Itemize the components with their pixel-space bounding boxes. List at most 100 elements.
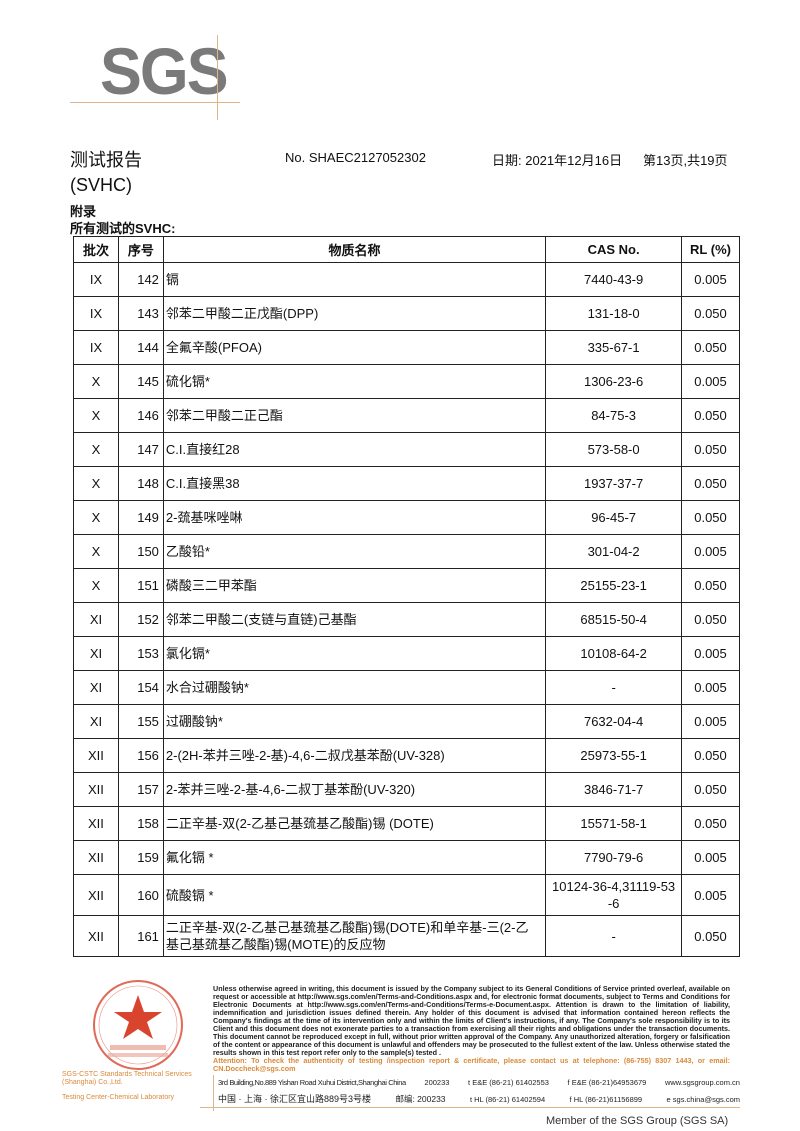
table-row: XII 160 硫酸镉 * 10124-36-4,31119-53-6 0.005 bbox=[73, 874, 740, 916]
table-row: X 145 硫化镉* 1306-23-6 0.005 bbox=[73, 364, 740, 399]
cell-rl: 0.050 bbox=[681, 772, 740, 807]
cell-substance: 2-巯基咪唑啉 bbox=[162, 500, 547, 535]
cell-substance: 水合过硼酸钠* bbox=[162, 670, 547, 705]
table-row: XI 154 水合过硼酸钠* -0.005 bbox=[73, 670, 740, 705]
cell-cas: 25155-23-1 bbox=[545, 568, 683, 603]
cell-rl: 0.050 bbox=[681, 296, 740, 331]
col-rl: RL (%) bbox=[681, 236, 740, 263]
table-row: X 147 C.I.直接红28 573-58-0 0.050 bbox=[73, 432, 740, 467]
footer-disclaimer: Unless otherwise agreed in writing, this… bbox=[213, 985, 730, 1073]
report-date: 日期: 2021年12月16日 bbox=[492, 153, 623, 168]
cell-rl: 0.005 bbox=[681, 840, 740, 875]
cell-substance: 硫酸镉 * bbox=[162, 874, 547, 916]
cell-number: 147 bbox=[117, 432, 164, 467]
table-row: IX 143 邻苯二甲酸二正戊酯(DPP) 131-18-0 0.050 bbox=[73, 296, 740, 331]
company-seal bbox=[93, 980, 183, 1070]
table-row: X 148 C.I.直接黑38 1937-37-7 0.050 bbox=[73, 466, 740, 501]
cell-substance: 磷酸三二甲苯酯 bbox=[162, 568, 547, 603]
cell-rl: 0.050 bbox=[681, 806, 740, 841]
cell-substance: 全氟辛酸(PFOA) bbox=[162, 330, 547, 365]
cell-batch: X bbox=[73, 568, 119, 603]
cell-number: 151 bbox=[117, 568, 164, 603]
col-number: 序号 bbox=[117, 236, 164, 263]
cell-batch: XI bbox=[73, 704, 119, 739]
cell-batch: XII bbox=[73, 738, 119, 773]
cell-substance: 镉 bbox=[162, 262, 547, 297]
table-row: XII 158 二正辛基-双(2-乙基己基巯基乙酸酯)锡 (DOTE) 15571-5… bbox=[73, 806, 740, 841]
report-subtitle: (SVHC) bbox=[70, 175, 132, 195]
cell-batch: XII bbox=[73, 772, 119, 807]
cell-batch: IX bbox=[73, 330, 119, 365]
cell-rl: 0.050 bbox=[681, 398, 740, 433]
cell-cas: 1306-23-6 bbox=[545, 364, 683, 399]
cell-batch: X bbox=[73, 364, 119, 399]
cell-batch: XI bbox=[73, 602, 119, 637]
cell-batch: XII bbox=[73, 915, 119, 957]
table-header-row: 批次 序号 物质名称 CAS No. RL (%) bbox=[73, 236, 740, 263]
cell-cas: 96-45-7 bbox=[545, 500, 683, 535]
cell-cas: 301-04-2 bbox=[545, 534, 683, 569]
table-row: IX 142 镉 7440-43-9 0.005 bbox=[73, 262, 740, 297]
stamp-center-name: Testing Center-Chemical Laboratory bbox=[62, 1094, 175, 1101]
website[interactable]: www.sgsgroup.com.cn bbox=[664, 1078, 740, 1087]
cell-batch: X bbox=[73, 534, 119, 569]
col-batch: 批次 bbox=[73, 236, 119, 263]
cell-number: 156 bbox=[117, 738, 164, 773]
address-en: 3rd Building,No.889 Yishan Road Xuhui Di… bbox=[218, 1078, 406, 1087]
cell-number: 143 bbox=[117, 296, 164, 331]
cell-cas: 131-18-0 bbox=[545, 296, 683, 331]
col-substance: 物质名称 bbox=[162, 236, 547, 263]
cell-cas: 7632-04-4 bbox=[545, 704, 683, 739]
report-title: 测试报告 bbox=[70, 150, 142, 170]
cell-cas: 25973-55-1 bbox=[545, 738, 683, 773]
footer-rule bbox=[200, 1107, 740, 1108]
tel-ee: t E&E (86-21) 61402553 bbox=[468, 1078, 549, 1087]
table-row: XI 155 过硼酸钠* 7632-04-4 0.005 bbox=[73, 704, 740, 739]
cell-batch: XII bbox=[73, 806, 119, 841]
cell-rl: 0.005 bbox=[681, 364, 740, 399]
cell-rl: 0.050 bbox=[681, 432, 740, 467]
table-row: XI 153 氯化镉* 10108-64-2 0.005 bbox=[73, 636, 740, 671]
fax-ee: f E&E (86-21)64953679 bbox=[567, 1078, 647, 1087]
cell-rl: 0.050 bbox=[681, 330, 740, 365]
cell-batch: X bbox=[73, 398, 119, 433]
cell-number: 157 bbox=[117, 772, 164, 807]
cell-number: 144 bbox=[117, 330, 164, 365]
cell-cas: 68515-50-4 bbox=[545, 602, 683, 637]
page-number: 第13页,共19页 bbox=[643, 153, 728, 168]
table-row: XII 157 2-苯并三唑-2-基-4,6-二叔丁基苯酚(UV-320) 3846-… bbox=[73, 772, 740, 807]
postcode-en: 200233 bbox=[424, 1078, 450, 1087]
table-row: X 150 乙酸铅* 301-04-2 0.005 bbox=[73, 534, 740, 569]
cell-number: 160 bbox=[117, 874, 164, 916]
cell-substance: 邻苯二甲酸二正戊酯(DPP) bbox=[162, 296, 547, 331]
cell-number: 161 bbox=[117, 915, 164, 957]
cell-substance: 氯化镉* bbox=[162, 636, 547, 671]
cell-batch: X bbox=[73, 432, 119, 467]
table-row: X 146 邻苯二甲酸二正己酯 84-75-3 0.050 bbox=[73, 398, 740, 433]
cell-cas: 10108-64-2 bbox=[545, 636, 683, 671]
cell-cas: 1937-37-7 bbox=[545, 466, 683, 501]
cell-cas: 573-58-0 bbox=[545, 432, 683, 467]
cell-substance: 邻苯二甲酸二(支链与直链)己基酯 bbox=[162, 602, 547, 637]
svhc-table: 批次 序号 物质名称 CAS No. RL (%) IX 142 镉 7440-43-… bbox=[73, 236, 740, 957]
address-cn: 中国 · 上海 · 徐汇区宜山路889号3号楼 bbox=[218, 1094, 372, 1104]
cell-number: 154 bbox=[117, 670, 164, 705]
cell-cas: 335-67-1 bbox=[545, 330, 683, 365]
cell-rl: 0.005 bbox=[681, 704, 740, 739]
cell-substance: 乙酸铅* bbox=[162, 534, 547, 569]
cell-batch: IX bbox=[73, 262, 119, 297]
cell-number: 152 bbox=[117, 602, 164, 637]
cell-rl: 0.050 bbox=[681, 500, 740, 535]
logo-rule-vertical bbox=[217, 35, 218, 120]
cell-number: 142 bbox=[117, 262, 164, 297]
table-row: XI 152 邻苯二甲酸二(支链与直链)己基酯 68515-50-4 0.050 bbox=[73, 602, 740, 637]
cell-number: 150 bbox=[117, 534, 164, 569]
cell-number: 159 bbox=[117, 840, 164, 875]
table-row: XII 159 氟化镉 * 7790-79-6 0.005 bbox=[73, 840, 740, 875]
email[interactable]: e sgs.china@sgs.com bbox=[666, 1095, 740, 1104]
appendix-heading: 附录 bbox=[70, 204, 97, 219]
tel-hl: t HL (86-21) 61402594 bbox=[469, 1095, 546, 1104]
cell-substance: 2-苯并三唑-2-基-4,6-二叔丁基苯酚(UV-320) bbox=[162, 772, 547, 807]
cell-number: 145 bbox=[117, 364, 164, 399]
cell-number: 158 bbox=[117, 806, 164, 841]
